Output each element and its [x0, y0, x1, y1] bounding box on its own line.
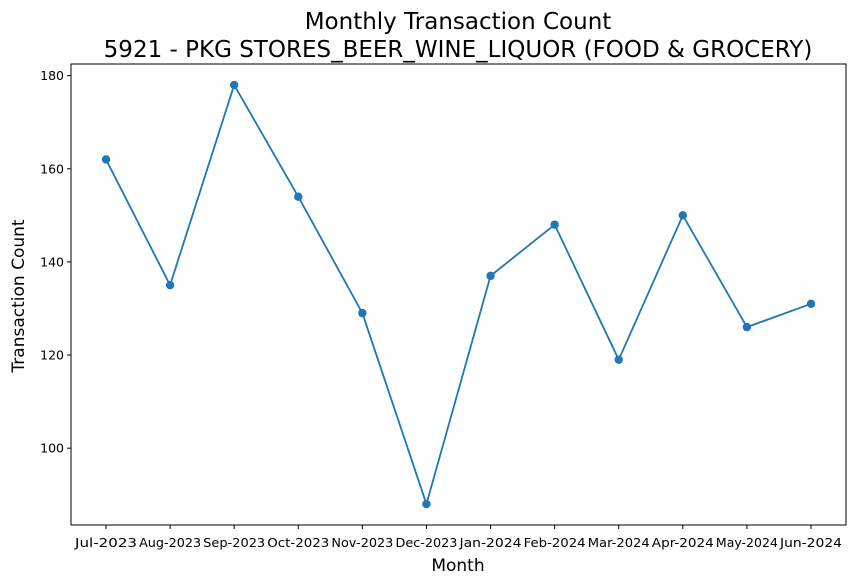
y-tick-label: 160	[40, 161, 64, 176]
chart-title-line-2: 5921 - PKG STORES_BEER_WINE_LIQUOR (FOOD…	[104, 37, 813, 63]
data-point	[614, 355, 623, 364]
x-tick-label: Aug-2023	[139, 535, 201, 550]
chart-title: Monthly Transaction Count 5921 - PKG STO…	[104, 9, 813, 63]
x-tick-label: Oct-2023	[267, 535, 329, 550]
data-point	[294, 192, 303, 201]
chart-title-line-1: Monthly Transaction Count	[305, 9, 612, 35]
data-point	[229, 80, 239, 90]
x-tick-label: May-2024	[716, 535, 778, 550]
data-point	[742, 322, 752, 332]
data-point	[358, 308, 367, 318]
x-tick-label: Sep-2023	[203, 535, 265, 550]
x-tick-label: Feb-2024	[524, 535, 586, 550]
x-axis-label: Month	[431, 556, 484, 576]
data-point	[486, 271, 495, 281]
data-points	[101, 80, 816, 509]
x-tick-label: Mar-2024	[588, 535, 650, 550]
data-point	[165, 280, 175, 290]
plot-frame	[70, 63, 847, 526]
x-tick-label: Dec-2023	[395, 535, 457, 550]
x-tick-label: Jan-2024	[458, 535, 521, 550]
y-tick-label: 100	[40, 441, 64, 456]
x-tick-label: Nov-2023	[331, 535, 393, 550]
data-point	[101, 155, 111, 164]
series-line	[105, 84, 812, 505]
data-point	[422, 499, 431, 509]
y-axis: 100 120 140 160 180	[40, 68, 71, 456]
data-point	[550, 220, 559, 229]
x-tick-label: Jul-2023	[74, 535, 137, 550]
y-tick-label: 180	[40, 68, 64, 83]
y-tick-label: 120	[40, 348, 64, 363]
data-point	[678, 211, 688, 220]
y-tick-label: 140	[40, 254, 64, 269]
x-tick-label: Apr-2024	[652, 535, 714, 550]
x-axis: Jul-2023 Aug-2023 Sep-2023 Oct-2023 Nov-2023…	[74, 525, 842, 550]
plot-area	[71, 64, 846, 525]
x-tick-label: Jun-2024	[779, 535, 842, 550]
y-axis-label: Transaction Count	[9, 219, 29, 373]
data-point	[806, 299, 816, 309]
